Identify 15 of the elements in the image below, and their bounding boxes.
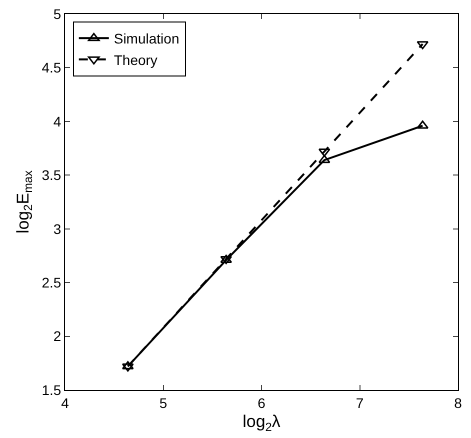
y-tick-label: 3 bbox=[53, 220, 62, 237]
x-tick-label: 5 bbox=[159, 394, 168, 411]
y-tick-label: 4 bbox=[53, 113, 62, 130]
y-tick-label: 1.5 bbox=[42, 382, 62, 398]
legend-label: Simulation bbox=[114, 30, 180, 47]
x-tick-label: 8 bbox=[454, 394, 462, 411]
x-tick-label: 6 bbox=[258, 394, 266, 411]
legend-label: Theory bbox=[114, 52, 158, 68]
x-axis-title: log$_{2}$λ bbox=[242, 412, 281, 434]
y-tick-label: 3.5 bbox=[42, 167, 62, 184]
x-tick-label: 7 bbox=[356, 394, 364, 411]
y-tick-label: 4.5 bbox=[42, 60, 62, 76]
y-tick-label: 5 bbox=[53, 6, 62, 22]
y-tick-label: 2.5 bbox=[42, 274, 62, 290]
y-tick-label: 2 bbox=[53, 328, 62, 344]
